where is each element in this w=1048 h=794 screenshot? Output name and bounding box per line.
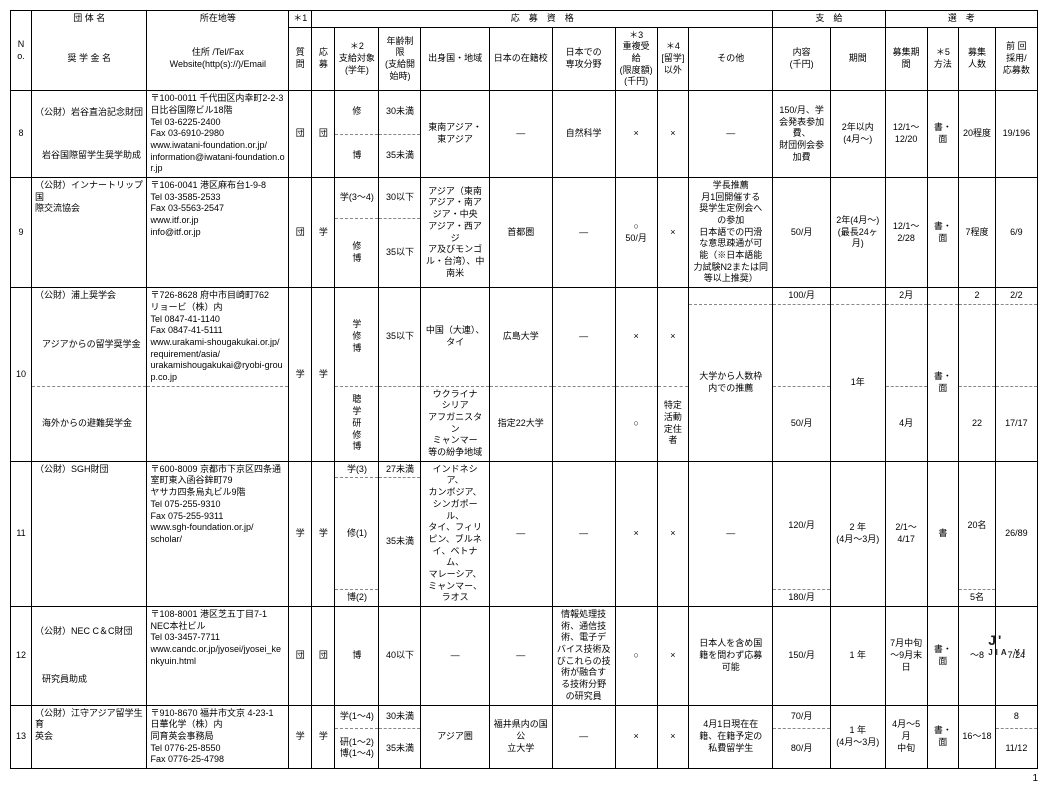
h-sel: 選 考 — [885, 11, 1037, 28]
h-n2: ＊2 支給対象 (学年) — [335, 27, 379, 90]
h-num: 募集 人数 — [959, 27, 996, 90]
scholarship-table: No. 団 体 名 所在地等 ＊1 応 募 資 格 支 給 選 考 奨 学 金 … — [10, 10, 1038, 769]
page-number: 1 — [10, 773, 1038, 784]
h-maj: 日本での 専攻分野 — [552, 27, 615, 90]
h-loc2: 住所 /Tel/Fax Website(http(s)://)/Email — [147, 27, 289, 90]
h-loc: 所在地等 — [147, 11, 289, 28]
h-n3: ＊3 重複受給 (限度額) (千円) — [615, 27, 657, 90]
table-row: 9 （公財）インナートリップ国 際交流協会 〒106-0041 港区麻布台1-9… — [11, 177, 1038, 218]
h-sch: 奨 学 金 名 — [31, 27, 146, 90]
h-oth: その他 — [689, 27, 773, 90]
h-apply: 応募 — [312, 27, 335, 90]
h-prev: 前 回 採用/ 応募数 — [995, 27, 1037, 90]
h-per: 期間 — [831, 27, 886, 90]
h-org: 団 体 名 — [31, 11, 146, 28]
h-qual: 応 募 資 格 — [312, 11, 773, 28]
h-cont: 内容 (千円) — [773, 27, 831, 90]
table-row: 13 （公財）江守アジア留学生育 英会 〒910-8670 福井市文京 4-23… — [11, 705, 1038, 728]
h-rp: 募集期間 — [885, 27, 927, 90]
h-age: 年齢制限 (支給開始時) — [379, 27, 421, 90]
table-row: 12 （公財）NEC C＆C財団 〒108-8001 港区芝五丁目7-1 NEC… — [11, 607, 1038, 656]
h-n1: ＊1 — [289, 11, 312, 28]
h-q: 質問 — [289, 27, 312, 90]
h-no: No. — [11, 11, 32, 91]
h-n5: ＊5 方法 — [927, 27, 958, 90]
table-row: 11 （公財）SGH財団 〒600-8009 京都市下京区四条通 室町東入函谷鉾… — [11, 461, 1038, 478]
h-origin: 出身国・地域 — [421, 27, 489, 90]
table-row: 10 （公財）浦上奨学会 〒726-8628 府中市目崎町762 リョービ（株）… — [11, 288, 1038, 305]
h-supply: 支 給 — [773, 11, 885, 28]
h-n4: ＊4 [留学] 以外 — [657, 27, 688, 90]
h-res: 日本の在籍校 — [489, 27, 552, 90]
watermark: J'JIA YI — [988, 632, 1028, 657]
table-row: 8 （公財）岩谷直治記念財団 〒100-0011 千代田区内幸町2-2-3 日比… — [11, 91, 1038, 134]
